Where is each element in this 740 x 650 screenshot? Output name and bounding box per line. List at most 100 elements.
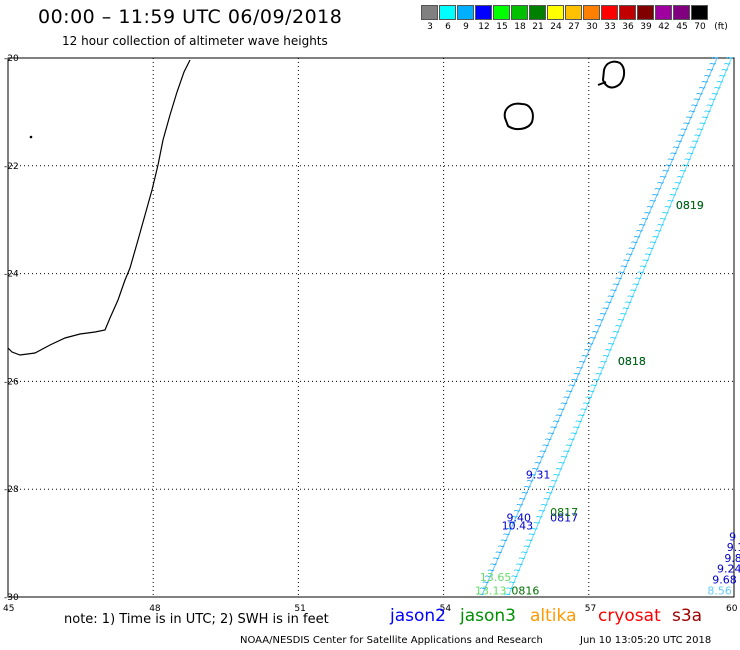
track-wave-mark-jason2: ~ <box>604 297 612 308</box>
legend-label: 30 <box>586 22 598 32</box>
track-wave-mark-jason3: ~ <box>654 226 662 237</box>
track-wave-mark-jason3: ~ <box>706 101 714 112</box>
x-tick-label: 51 <box>294 604 305 614</box>
color-legend <box>421 5 709 20</box>
track-wave-mark-jason2: ~ <box>542 440 550 451</box>
track-wave-mark-jason3: ~ <box>550 476 558 487</box>
track-annotation: 0817 <box>550 506 578 519</box>
track-wave-mark-jason3: ~ <box>585 393 593 404</box>
map-title: 00:00 – 11:59 UTC 06/09/2018 <box>38 6 343 28</box>
track-wave-mark-jason2: ~ <box>515 500 523 511</box>
track-wave-mark-jason3: ~ <box>651 232 659 243</box>
track-wave-mark-jason3: ~ <box>718 71 726 82</box>
track-wave-mark-jason3: ~ <box>669 190 677 201</box>
legend-swatch <box>511 5 528 20</box>
legend-label: (ft) <box>714 22 728 32</box>
track-wave-mark-jason3: ~ <box>503 589 511 600</box>
track-wave-mark-jason2: ~ <box>531 464 539 475</box>
y-tick-label: -20 <box>4 54 19 64</box>
legend-label: 42 <box>658 22 670 32</box>
track-wave-mark-jason3: ~ <box>622 303 630 314</box>
track-wave-mark-jason3: ~ <box>612 327 620 338</box>
legend-swatch <box>547 5 564 20</box>
track-wave-mark-jason3: ~ <box>639 262 647 273</box>
track-wave-mark-jason2: ~ <box>492 554 500 565</box>
x-tick-label: 48 <box>149 604 161 614</box>
track-wave-mark-jason2: ~ <box>607 291 615 302</box>
track-wave-mark-jason2: ~ <box>625 250 633 261</box>
track-wave-mark-jason3: ~ <box>676 172 684 183</box>
mauritius-island-tail <box>597 81 607 86</box>
track-wave-mark-jason3: ~ <box>604 345 612 356</box>
track-wave-mark-jason3: ~ <box>716 77 724 88</box>
satellite-track-jason2 <box>481 57 718 595</box>
track-wave-mark-jason3: ~ <box>597 363 605 374</box>
track-annotation: 0819 <box>676 199 704 212</box>
track-annotation: 13.13 <box>475 584 507 597</box>
track-wave-mark-jason2: ~ <box>622 256 630 267</box>
track-wave-mark-jason3: ~ <box>693 130 701 141</box>
track-wave-mark-jason3: ~ <box>515 560 523 571</box>
track-wave-mark-jason3: ~ <box>649 238 657 249</box>
track-wave-mark-jason3: ~ <box>520 548 528 559</box>
track-wave-mark-jason3: ~ <box>666 196 674 207</box>
track-wave-mark-jason2: ~ <box>570 375 578 386</box>
track-wave-mark-jason3: ~ <box>627 291 635 302</box>
track-wave-mark-jason2: ~ <box>664 160 672 171</box>
track-wave-mark-jason2: ~ <box>476 589 484 600</box>
track-wave-mark-jason2: ~ <box>690 101 698 112</box>
track-wave-mark-jason2: ~ <box>643 208 651 219</box>
track-wave-mark-jason3: ~ <box>681 160 689 171</box>
track-wave-mark-jason2: ~ <box>549 422 557 433</box>
map-subtitle: 12 hour collection of altimeter wave hei… <box>62 34 328 48</box>
footnote: note: 1) Time is in UTC; 2) SWH is in fe… <box>64 612 329 627</box>
credit-text: NOAA/NESDIS Center for Satellite Applica… <box>240 635 543 646</box>
track-wave-mark-jason2: ~ <box>669 148 677 159</box>
track-wave-mark-jason2: ~ <box>641 214 649 225</box>
track-wave-mark-jason3: ~ <box>691 136 699 147</box>
track-wave-mark-jason3: ~ <box>513 565 521 576</box>
track-wave-mark-jason3: ~ <box>632 279 640 290</box>
track-wave-mark-jason3: ~ <box>545 488 553 499</box>
track-wave-mark-jason3: ~ <box>557 458 565 469</box>
track-annotation: 9.8 <box>724 552 740 565</box>
track-wave-mark-jason2: ~ <box>557 405 565 416</box>
legend-label: 27 <box>568 22 580 32</box>
track-annotation: 9.24 <box>717 563 740 576</box>
track-wave-mark-jason3: ~ <box>671 184 679 195</box>
color-legend-labels: 3 6 9 12 15 18 21 24 27 30 33 36 39 42 45 70 (ft) <box>421 22 733 32</box>
track-wave-mark-jason2: ~ <box>521 488 529 499</box>
legend-label: 6 <box>445 22 451 32</box>
track-wave-mark-jason3: ~ <box>679 166 687 177</box>
track-wave-mark-jason3: ~ <box>567 434 575 445</box>
track-annotation: 13.65 <box>480 571 512 584</box>
track-wave-mark-jason2: ~ <box>638 220 646 231</box>
legend-swatch <box>457 5 474 20</box>
reunion-island <box>503 102 534 131</box>
legend-swatch <box>565 5 582 20</box>
x-tick-label: 54 <box>440 604 452 614</box>
track-wave-mark-jason3: ~ <box>711 89 719 100</box>
track-wave-mark-jason2: ~ <box>479 583 487 594</box>
legend-label: 36 <box>622 22 634 32</box>
track-wave-mark-jason2: ~ <box>633 232 641 243</box>
track-wave-mark-jason2: ~ <box>662 166 670 177</box>
track-wave-mark-jason2: ~ <box>578 357 586 368</box>
track-wave-mark-jason3: ~ <box>674 178 682 189</box>
track-wave-mark-jason2: ~ <box>539 446 547 457</box>
track-wave-mark-jason2: ~ <box>675 136 683 147</box>
track-wave-mark-jason2: ~ <box>487 565 495 576</box>
track-wave-mark-jason2: ~ <box>555 411 563 422</box>
track-wave-mark-jason3: ~ <box>708 95 716 106</box>
track-annotation: 0816 <box>511 584 539 597</box>
track-annotation: 9.40 <box>507 512 532 525</box>
legend-swatch <box>439 5 456 20</box>
track-wave-mark-jason2: ~ <box>513 506 521 517</box>
track-wave-mark-jason3: ~ <box>562 446 570 457</box>
track-wave-mark-jason2: ~ <box>609 285 617 296</box>
track-wave-mark-jason3: ~ <box>614 321 622 332</box>
track-wave-mark-jason3: ~ <box>701 113 709 124</box>
track-wave-mark-jason2: ~ <box>615 273 623 284</box>
track-wave-mark-jason3: ~ <box>617 315 625 326</box>
